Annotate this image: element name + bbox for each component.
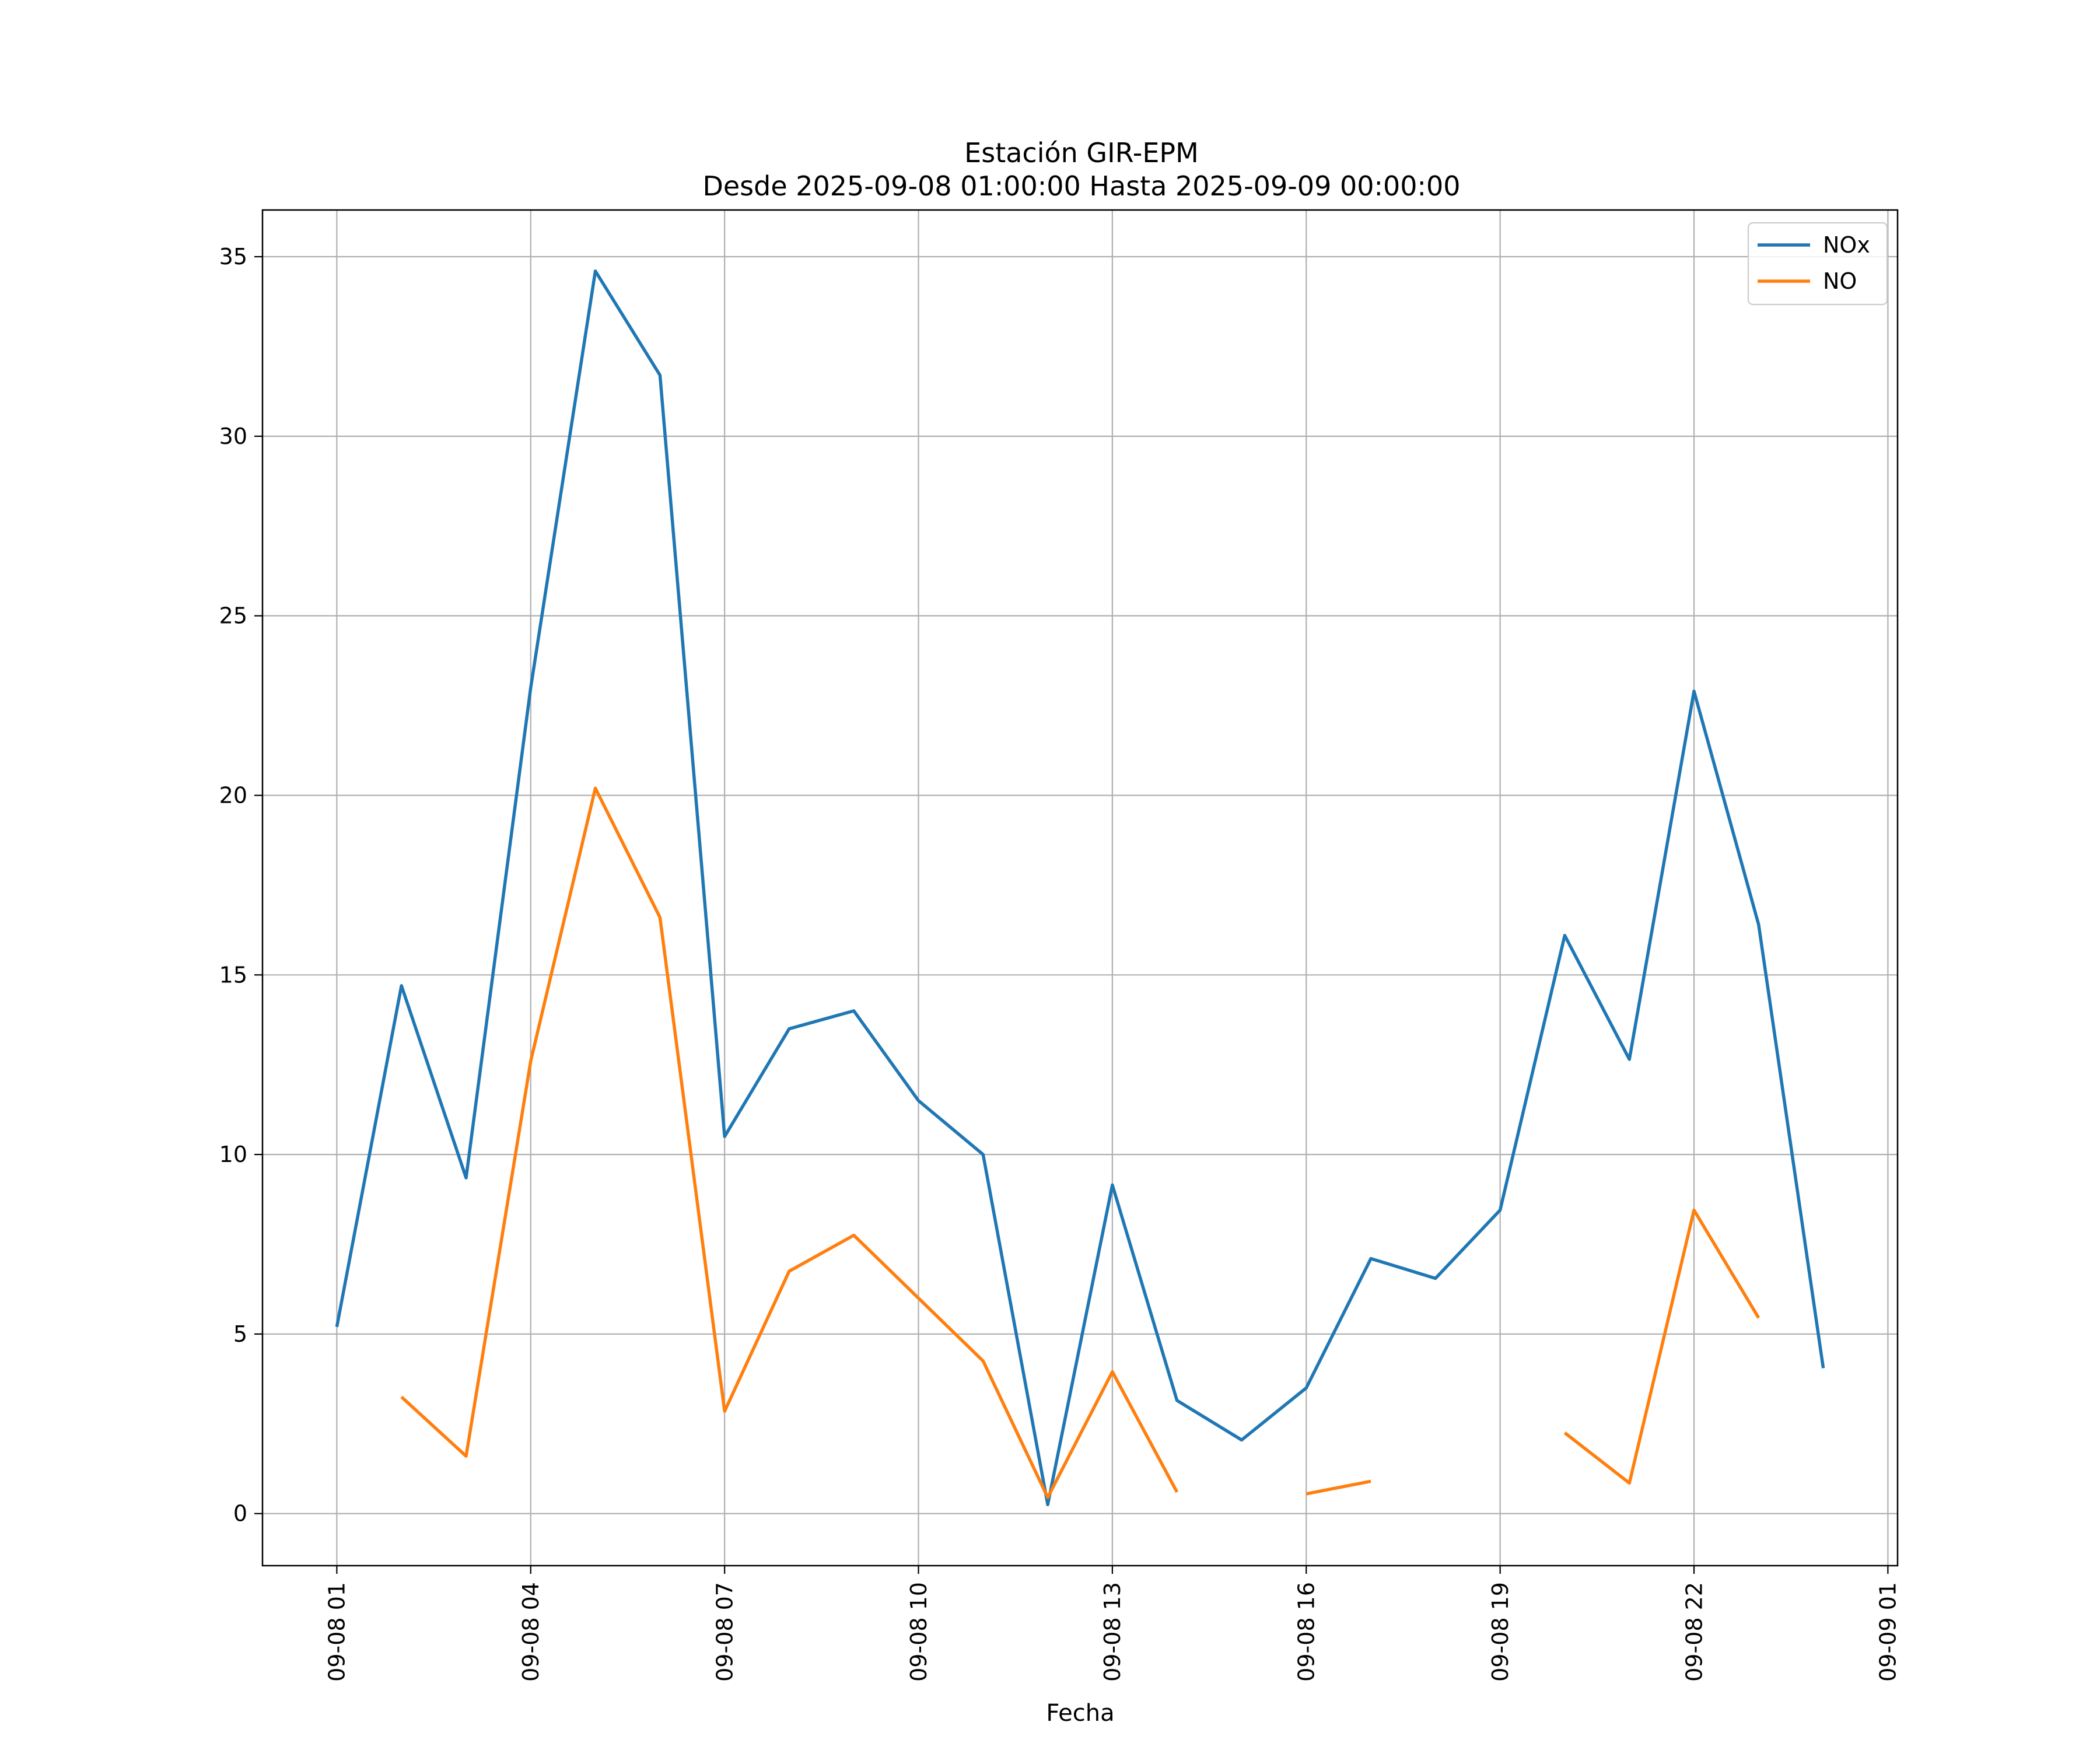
y-tick-label: 5 [233, 1321, 247, 1347]
x-axis-label: Fecha [1046, 1700, 1114, 1727]
x-tick-label: 09-08 01 [324, 1582, 350, 1682]
series-layer [335, 269, 1825, 1507]
series-line-no [1563, 1208, 1760, 1485]
x-tick-label: 09-08 07 [712, 1582, 737, 1682]
y-tick-label: 25 [219, 603, 247, 629]
series-line-no [400, 786, 1179, 1499]
grid-lines [262, 210, 1898, 1566]
plot-frame [261, 209, 1899, 1567]
axis-ticks: 0 5 10 15 20 25 30 35 09-08 01 09-08 04 09-08 07 09… [219, 244, 1901, 1682]
y-tick-label: 20 [219, 782, 247, 808]
series-line-nox [335, 269, 1825, 1507]
x-tick-label: 09-09 01 [1875, 1582, 1901, 1682]
x-tick-label: 09-08 19 [1488, 1582, 1513, 1682]
y-tick-label: 10 [219, 1142, 247, 1167]
x-tick-label: 09-08 13 [1100, 1582, 1125, 1682]
x-tick-label: 09-08 22 [1681, 1582, 1707, 1682]
chart-title: Estación GIR-EPM [964, 137, 1199, 169]
y-tick-label: 0 [233, 1501, 247, 1527]
legend-box [1747, 222, 1888, 306]
y-tick-label: 15 [219, 962, 247, 988]
x-tick-label: 09-08 04 [518, 1582, 544, 1682]
legend-label-no: NO [1823, 268, 1857, 294]
legend: NOx NO [1747, 222, 1888, 306]
legend-label-nox: NOx [1823, 232, 1870, 258]
series-line-no [1306, 1479, 1371, 1496]
x-tick-label: 09-08 16 [1294, 1582, 1320, 1682]
y-tick-label: 30 [219, 424, 247, 449]
x-tick-label: 09-08 10 [906, 1582, 932, 1682]
chart-subtitle: Desde 2025-09-08 01:00:00 Hasta 2025-09-… [702, 170, 1460, 202]
y-tick-label: 35 [219, 244, 247, 270]
